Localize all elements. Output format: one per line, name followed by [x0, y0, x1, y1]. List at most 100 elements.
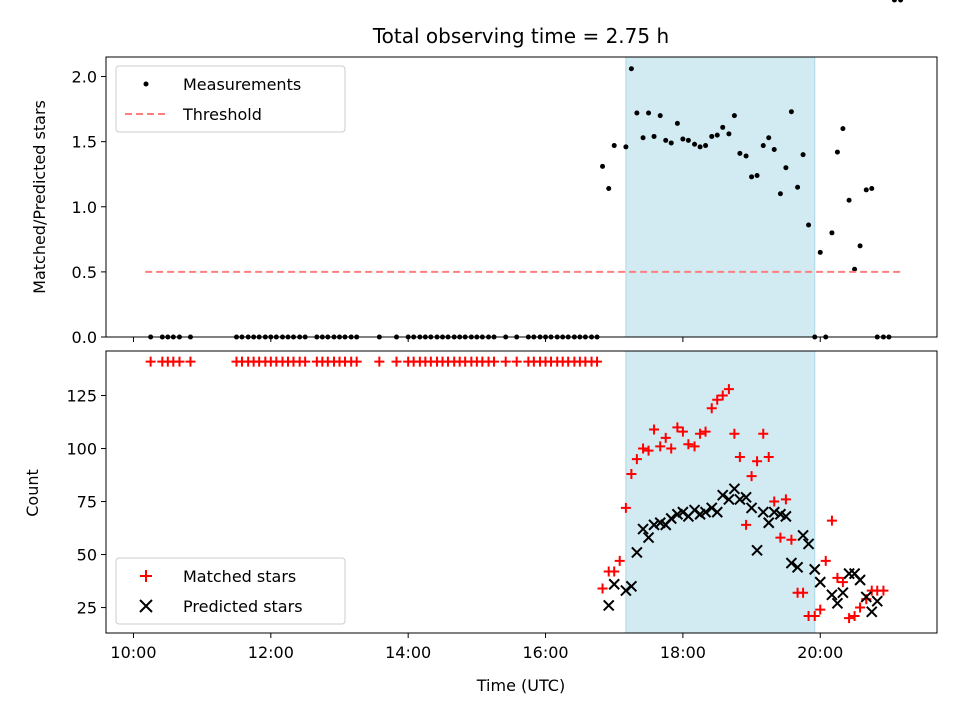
matched-star-point [752, 456, 763, 467]
matched-star-point [689, 441, 700, 452]
matched-star-point [666, 443, 677, 454]
predicted-star-point [785, 557, 798, 569]
bottom-series-predicted-stars [603, 483, 883, 618]
predicted-star-point [608, 578, 620, 590]
predicted-star-point [854, 574, 866, 586]
measurement-point [606, 186, 612, 192]
matched-star-point [300, 356, 311, 367]
predicted-star-point [745, 502, 758, 514]
matched-star-point [145, 356, 156, 367]
bottom-plot-frame [105, 350, 938, 634]
predicted-star-point [860, 591, 872, 603]
predicted-star-point [757, 506, 769, 518]
matched-star-point [815, 604, 826, 615]
predicted-star-point [603, 599, 615, 612]
top-plot-frame [105, 56, 938, 338]
bottom-y-tick-label: 25 [77, 599, 97, 618]
measurement-point [840, 126, 846, 132]
predicted-star-point [866, 606, 878, 618]
measurement-point [869, 186, 875, 192]
measurement-point [640, 135, 646, 141]
measurement-point [714, 132, 720, 138]
top-y-axis-label: Matched/Predicted stars [30, 100, 49, 294]
measurement-point [800, 152, 806, 158]
top-y-tick-label: 2.0 [72, 68, 97, 87]
x-tick-label: 20:00 [797, 643, 843, 662]
matched-star-point [798, 587, 809, 598]
top-legend: Measurements Threshold [115, 65, 346, 133]
predicted-star-point [826, 589, 838, 601]
x-tick-label: 12:00 [248, 643, 294, 662]
top-y-tick-label: 1.0 [72, 198, 97, 217]
predicted-star-point [637, 523, 649, 535]
x-axis-label: Time (UTC) [476, 676, 565, 695]
measurement-point [891, 0, 897, 3]
chart-title: Total observing time = 2.75 h [372, 24, 669, 48]
matched-star-point [855, 602, 866, 613]
measurement-point [623, 144, 629, 150]
legend-label: Threshold [182, 105, 262, 124]
measurement-point [788, 109, 794, 115]
matched-star-point [677, 426, 688, 437]
measurement-point [709, 133, 715, 139]
matched-star-point [391, 356, 402, 367]
matched-star-point [741, 519, 752, 530]
x-tick-label: 18:00 [660, 643, 706, 662]
matched-star-point [597, 583, 608, 594]
measurement-point [806, 222, 812, 228]
measurement-point [731, 113, 737, 119]
predicted-star-point [763, 517, 775, 529]
predicted-star-point [625, 580, 638, 593]
matched-star-point [174, 356, 185, 367]
measurement-point [634, 110, 640, 116]
bottom-y-axis-label: Count [23, 469, 42, 517]
matched-star-point [769, 496, 780, 507]
top-series-measurements [148, 0, 904, 340]
predicted-star-point [699, 506, 712, 518]
measurement-point [628, 66, 634, 72]
matched-star-point [717, 390, 728, 401]
legend-dot-marker [143, 81, 149, 87]
predicted-star-point [809, 563, 821, 576]
matched-star-point [351, 356, 362, 367]
matched-star-point [712, 394, 723, 405]
matched-star-point [695, 428, 706, 439]
matched-star-point [511, 356, 522, 367]
legend-box [115, 557, 346, 625]
measurement-point [663, 137, 669, 143]
predicted-star-point [711, 506, 723, 518]
matched-star-point [185, 356, 196, 367]
matched-star-point [844, 613, 855, 624]
matched-star-point [638, 443, 649, 454]
measurement-point [760, 143, 766, 149]
predicted-star-point [802, 538, 815, 550]
measurement-point [703, 143, 709, 149]
bottom-legend: Matched stars Predicted stars [115, 557, 346, 625]
matched-star-point [620, 502, 631, 513]
matched-star-point [832, 572, 843, 583]
predicted-star-point [723, 493, 735, 506]
predicted-star-point [740, 491, 752, 504]
measurement-point [852, 266, 858, 272]
predicted-star-point [728, 483, 741, 495]
matched-star-point [655, 441, 666, 452]
matched-star-point [758, 428, 769, 439]
measurement-point [726, 131, 732, 137]
measurement-point [898, 0, 904, 3]
predicted-star-point [791, 561, 804, 573]
matched-star-point [626, 468, 637, 479]
measurement-point [674, 120, 680, 126]
matched-star-point [729, 428, 740, 439]
x-tick-label: 10:00 [110, 643, 156, 662]
top-panel: Matched/Predicted stars 0.0 0.5 1.0 1.5 2.0 M… [30, 0, 938, 347]
legend-box [115, 65, 346, 133]
measurement-point [600, 163, 606, 169]
measurement-point [834, 149, 840, 155]
matched-star-point [775, 532, 786, 543]
measurement-point [692, 141, 698, 147]
predicted-star-point [797, 529, 809, 542]
matched-star-point [849, 611, 860, 622]
x-tick-label: 16:00 [522, 643, 568, 662]
measurement-point [857, 243, 863, 249]
matched-star-point [746, 471, 757, 482]
